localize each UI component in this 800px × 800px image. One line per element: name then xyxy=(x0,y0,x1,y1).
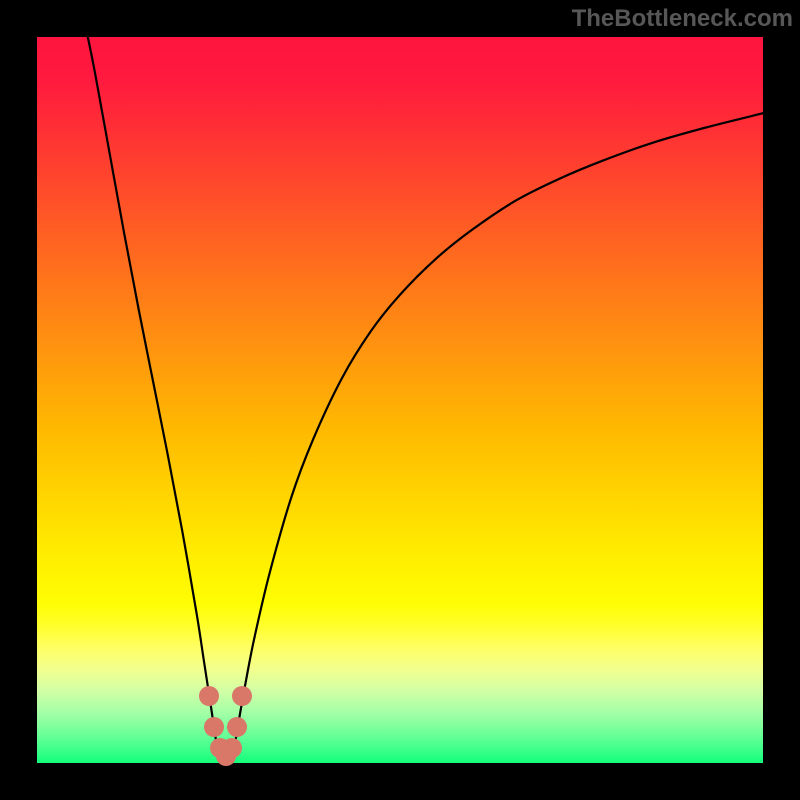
highlight-marker xyxy=(227,717,247,737)
highlight-marker xyxy=(199,686,219,706)
highlight-marker xyxy=(222,738,242,758)
plot-area xyxy=(37,37,763,763)
markers-layer xyxy=(37,37,763,763)
chart-root: TheBottleneck.com xyxy=(0,0,800,800)
highlight-marker xyxy=(204,717,224,737)
watermark-text: TheBottleneck.com xyxy=(572,5,793,33)
highlight-marker xyxy=(232,686,252,706)
